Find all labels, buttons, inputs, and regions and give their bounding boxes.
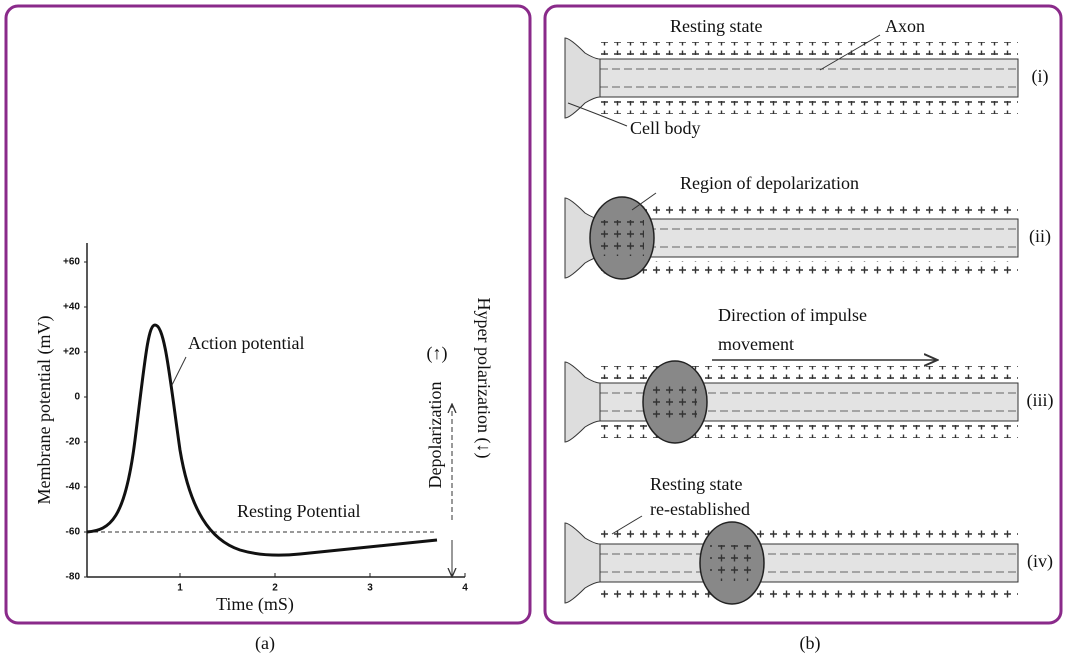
plus-row: [600, 42, 1018, 55]
figure: (a) (b) Membrane potential (mV) Time (mS…: [0, 0, 1067, 658]
action-potential-graph: [87, 243, 465, 577]
row-label: (iv): [1027, 551, 1053, 572]
axon: [600, 219, 1018, 257]
plus-row: [600, 586, 1018, 599]
y-tick-label: -80: [66, 572, 81, 583]
annotation: Resting state: [650, 474, 743, 494]
axon-diagram: (i): [565, 38, 1049, 118]
x-tick-label: 3: [367, 583, 373, 594]
cell-body: [565, 362, 600, 442]
axon-diagram: (iii): [565, 361, 1054, 443]
annotation: Action potential: [188, 333, 304, 353]
y-axis-label: Membrane potential (mV): [34, 316, 55, 505]
cell-body: [565, 38, 600, 118]
plus-row: [600, 527, 1018, 540]
annotation: Resting Potential: [237, 501, 361, 521]
axon: [600, 59, 1018, 97]
caption: (b): [800, 633, 821, 654]
y-tick-label: 0: [74, 392, 80, 403]
cell-body: [565, 523, 600, 603]
x-tick-label: 2: [272, 583, 278, 594]
annotation: movement: [718, 334, 794, 354]
plus-row: [600, 101, 1018, 114]
row-label: (ii): [1029, 226, 1051, 247]
x-axis-label: Time (mS): [216, 594, 294, 615]
axon: [600, 544, 1018, 582]
annotation: Resting state: [670, 16, 763, 36]
minus-inside: [653, 384, 697, 420]
plus-row: [600, 202, 1018, 215]
annotation: Cell body: [630, 118, 701, 138]
axon-diagram: (ii): [565, 197, 1051, 279]
minus-inside: [710, 545, 754, 581]
minus-inside: [600, 220, 644, 256]
y-tick-label: -40: [66, 482, 81, 493]
annotation: Region of depolarization: [680, 173, 859, 193]
annotation: Depolarization: [425, 382, 445, 489]
x-tick-label: 4: [462, 583, 468, 594]
y-tick-label: +40: [63, 302, 80, 313]
panel-a-frame: [6, 6, 530, 623]
row-label: (iii): [1027, 390, 1054, 411]
annotation: Axon: [885, 16, 925, 36]
y-tick-label: -60: [66, 527, 81, 538]
annotation: (↑): [427, 343, 448, 364]
caption: (a): [255, 633, 275, 654]
y-tick-label: +20: [63, 347, 80, 358]
row-label: (i): [1032, 66, 1049, 87]
x-tick-label: 1: [177, 583, 183, 594]
annotation: Direction of impulse: [718, 305, 867, 325]
annotation: re-established: [650, 499, 750, 519]
axon-diagram: (iv): [565, 522, 1053, 604]
y-tick-label: +60: [63, 257, 80, 268]
annotation: Hyper polarization (↓): [473, 298, 494, 459]
y-tick-label: -20: [66, 437, 81, 448]
plus-row: [600, 261, 1018, 274]
